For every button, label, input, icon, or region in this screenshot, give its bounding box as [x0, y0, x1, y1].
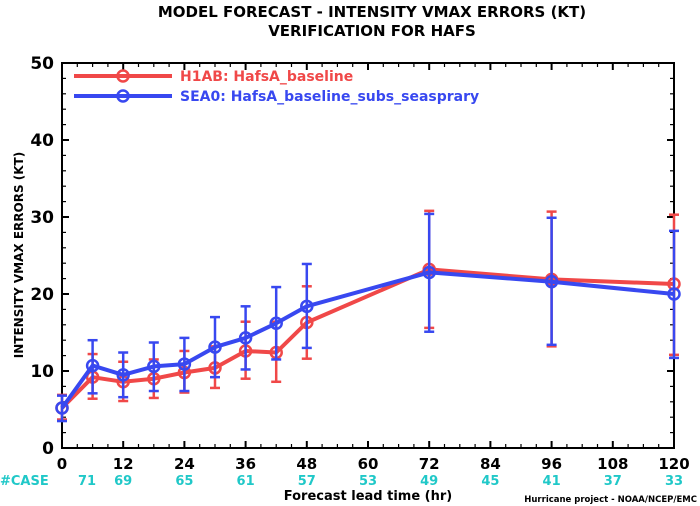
- x-tick-label: 72: [419, 455, 440, 473]
- x-tick-label: 60: [358, 455, 379, 473]
- case-count: 71: [78, 474, 96, 489]
- x-tick-label: 48: [296, 455, 317, 473]
- case-count: 33: [665, 474, 683, 489]
- x-tick-label: 84: [480, 455, 501, 473]
- series-layer: [55, 209, 681, 423]
- x-tick-label: 12: [113, 455, 134, 473]
- y-tick-label: 20: [30, 285, 54, 305]
- data-point: [544, 274, 559, 289]
- x-tick-label: 96: [541, 455, 562, 473]
- y-tick-label: 40: [30, 131, 54, 151]
- data-point: [238, 331, 253, 345]
- data-point: [116, 368, 130, 382]
- case-count: 49: [420, 474, 438, 489]
- case-counts: 71 69 65 61 57 53 49 45 41 37 33: [78, 474, 683, 489]
- case-count: 37: [604, 474, 622, 489]
- case-count: 57: [298, 474, 316, 489]
- data-point: [269, 316, 283, 331]
- credit-text: Hurricane project - NOAA/NCEP/EMC: [524, 495, 697, 505]
- chart-subtitle: VERIFICATION FOR HAFS: [268, 22, 476, 40]
- x-tick-label: 0: [57, 455, 67, 473]
- case-count: 41: [543, 474, 561, 489]
- case-count: 61: [237, 474, 255, 489]
- y-axis: 0 10 20 30 40 50: [30, 54, 674, 459]
- y-tick-label: 30: [30, 208, 54, 228]
- x-tick-label: 24: [174, 455, 195, 473]
- x-axis-label: Forecast lead time (hr): [284, 489, 452, 504]
- data-point: [55, 401, 69, 415]
- chart-title: MODEL FORECAST - INTENSITY VMAX ERRORS (…: [158, 3, 586, 21]
- data-point: [85, 358, 100, 373]
- y-tick-label: 10: [30, 362, 54, 382]
- case-label: #CASE: [0, 474, 49, 489]
- case-count: 65: [175, 474, 193, 489]
- y-tick-label: 50: [30, 54, 54, 74]
- y-axis-label: INTENSITY VMAX ERRORS (KT): [12, 152, 26, 358]
- data-point: [422, 265, 436, 280]
- case-count: 69: [114, 474, 132, 489]
- legend-label-h1ab: H1AB: HafsA_baseline: [180, 69, 353, 85]
- x-tick-label: 120: [658, 455, 689, 473]
- case-count: 53: [359, 474, 377, 489]
- legend-marker-sea0: [116, 89, 130, 103]
- legend: H1AB: HafsA_baseline SEA0: HafsA_baselin…: [74, 69, 479, 105]
- x-tick-label: 108: [597, 455, 628, 473]
- data-point: [177, 357, 192, 371]
- data-point: [147, 359, 161, 374]
- legend-marker-h1ab: [116, 69, 130, 83]
- data-point: [208, 340, 222, 354]
- data-point: [667, 287, 681, 301]
- legend-label-sea0: SEA0: HafsA_baseline_subs_seasprary: [180, 89, 479, 105]
- data-point: [300, 299, 314, 314]
- case-count: 45: [481, 474, 499, 489]
- series-1: [55, 212, 681, 423]
- x-tick-label: 36: [235, 455, 256, 473]
- series-0: [55, 209, 681, 421]
- y-tick-label: 0: [42, 439, 54, 459]
- x-axis: 0 12 24 36 48 60 72 84 96 108 120: [57, 63, 690, 473]
